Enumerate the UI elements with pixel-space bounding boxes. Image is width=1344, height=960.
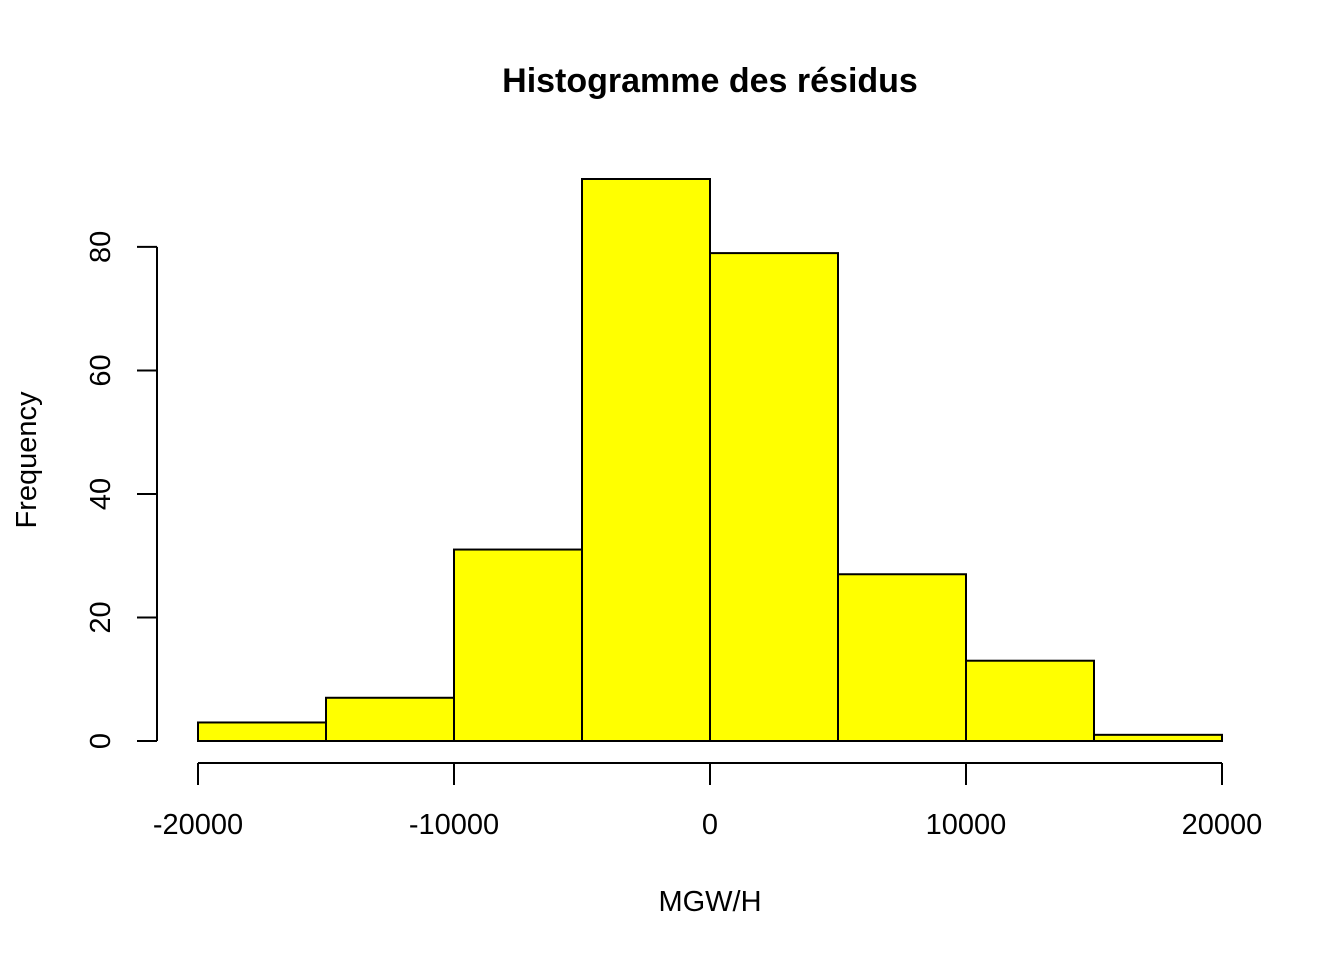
y-tick-label: 0	[85, 733, 117, 749]
y-axis-label: Frequency	[11, 391, 43, 529]
x-axis: -20000 -10000 0 10000 20000	[153, 762, 1263, 841]
chart-title: Histogramme des résidus	[502, 62, 918, 100]
y-tick-label: 40	[85, 478, 117, 510]
y-tick-label: 20	[85, 601, 117, 633]
histogram-bar	[581, 178, 711, 742]
y-axis: 0 20 40 60 80	[85, 231, 158, 749]
histogram-bar	[837, 573, 967, 742]
x-tick-label: -10000	[409, 809, 499, 841]
x-tick-label: 0	[702, 809, 718, 841]
histogram-bar	[197, 721, 327, 743]
histogram-bar	[1093, 733, 1223, 742]
x-tick-label: 20000	[1182, 809, 1263, 841]
y-tick-label: 60	[85, 354, 117, 386]
bars-group	[197, 178, 1223, 743]
x-axis-label: MGW/H	[658, 886, 761, 918]
histogram-bar	[325, 696, 455, 742]
histogram-bar	[453, 548, 583, 742]
y-tick-label: 80	[85, 231, 117, 263]
x-tick-label: -20000	[153, 809, 243, 841]
histogram-bar	[965, 659, 1095, 743]
x-tick-label: 10000	[926, 809, 1007, 841]
histogram-bar	[709, 252, 839, 742]
